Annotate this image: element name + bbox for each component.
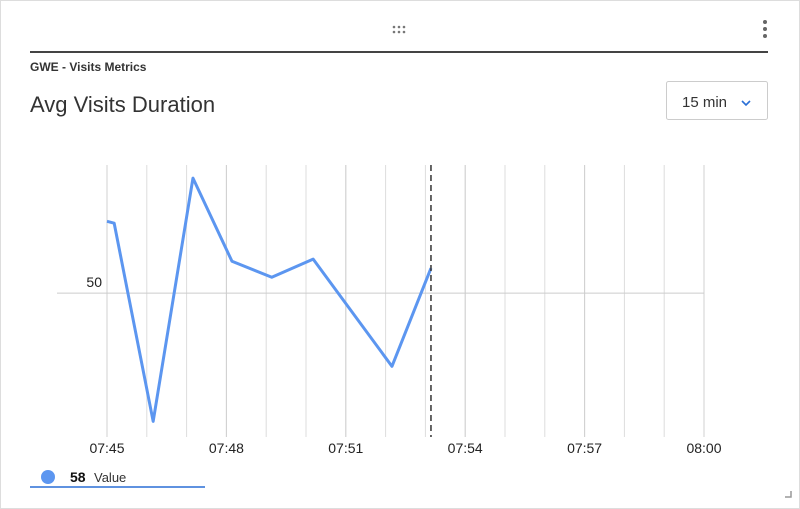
drag-handle[interactable] (392, 25, 406, 34)
x-tick-label: 08:00 (686, 440, 721, 456)
dropdown-chevron[interactable] (741, 100, 751, 107)
x-tick-label: 07:57 (567, 440, 602, 456)
menu-button[interactable] (763, 20, 767, 38)
range-dropdown[interactable]: 15 min (666, 81, 768, 120)
resize-handle[interactable] (785, 491, 792, 498)
data-line (106, 176, 433, 423)
x-tick-label: 07:51 (328, 440, 363, 456)
y-tick-label: 50 (86, 274, 102, 290)
x-tick-label: 07:48 (209, 440, 244, 456)
x-tick-label: 07:54 (448, 440, 483, 456)
x-tick-label: 07:45 (89, 440, 124, 456)
widget-group: GWE - Visits Metrics (30, 60, 147, 74)
dropdown-label[interactable]: 15 min (682, 94, 727, 111)
widget-title: Avg Visits Duration (30, 92, 215, 117)
dropdown-box[interactable] (666, 81, 768, 120)
legend-value: 58 (70, 469, 86, 485)
legend-name: Value (94, 470, 126, 485)
legend-marker (41, 470, 55, 484)
